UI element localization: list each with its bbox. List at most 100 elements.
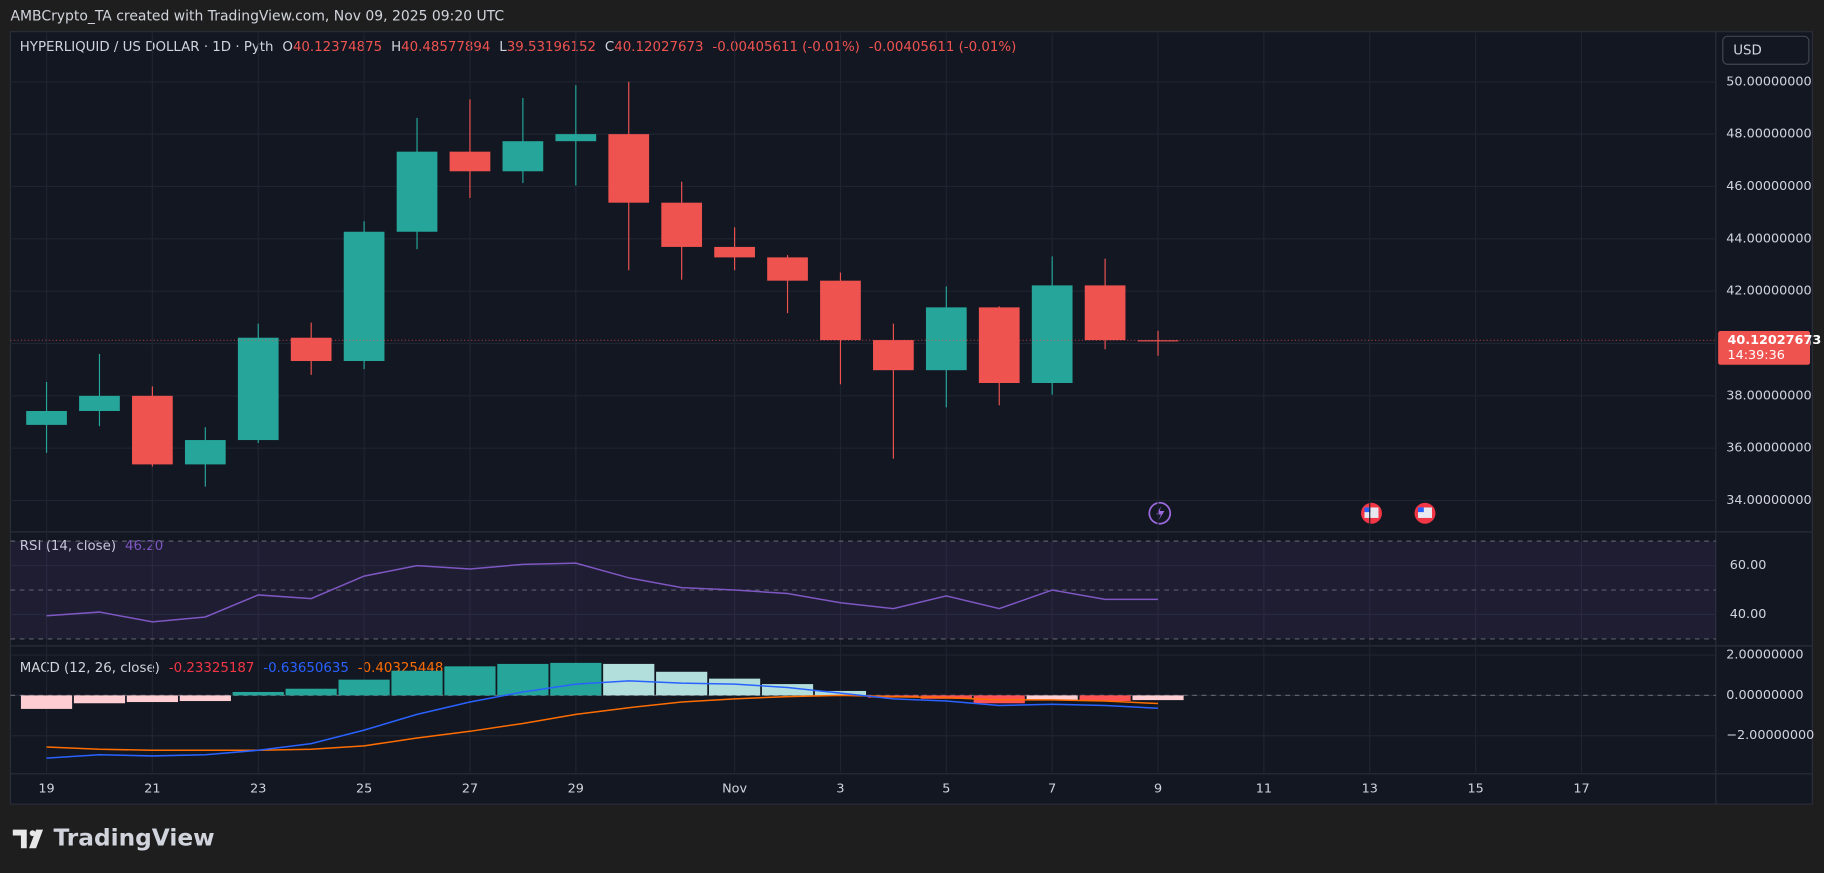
- candle-body: [343, 231, 385, 362]
- candle-body: [132, 395, 173, 465]
- candle-body: [396, 151, 438, 232]
- currency-button[interactable]: [1722, 35, 1810, 65]
- x-tick-label: 5: [942, 781, 950, 796]
- x-tick-label: 29: [568, 781, 584, 796]
- x-tick-label: 13: [1362, 781, 1378, 796]
- y-tick-label: 36.00000000: [1726, 441, 1811, 456]
- candle-body: [1031, 285, 1073, 384]
- candle-body: [978, 307, 1020, 384]
- x-tick-label: 15: [1467, 781, 1483, 796]
- ohlc-letter: H: [391, 40, 401, 55]
- histogram-bar: [1026, 695, 1078, 700]
- rsi-band: [10, 541, 1716, 639]
- macd-title: MACD (12, 26, close): [20, 661, 160, 676]
- x-tick-label: 7: [1048, 781, 1056, 796]
- histogram-bar: [497, 663, 549, 696]
- y-tick-label: 60.00: [1730, 558, 1767, 573]
- histogram-bar: [391, 670, 443, 696]
- candle-body: [290, 337, 332, 362]
- countdown-label: 14:39:36: [1727, 348, 1784, 363]
- y-tick-label: 42.00000000: [1726, 284, 1811, 299]
- y-tick-label: −2.00000000: [1726, 728, 1814, 743]
- candle-body: [26, 411, 67, 425]
- x-tick-label: 27: [462, 781, 478, 796]
- ohlc-letter: L: [499, 40, 507, 55]
- signal-line: [46, 694, 1159, 752]
- candle-body: [714, 246, 755, 258]
- flag-icon: [1364, 507, 1371, 513]
- candle-body: [661, 202, 703, 247]
- ohlc-letter: O: [282, 40, 293, 55]
- candle-body: [79, 395, 120, 412]
- y-tick-label: 38.00000000: [1726, 388, 1811, 403]
- y-tick-label: 0.00000000: [1726, 688, 1803, 703]
- histogram-bar: [444, 666, 496, 696]
- histogram-bar: [550, 662, 602, 696]
- y-tick-label: 46.00000000: [1726, 179, 1811, 194]
- histogram-bar: [285, 688, 337, 696]
- x-tick-label: 25: [356, 781, 372, 796]
- x-tick-label: 3: [836, 781, 844, 796]
- symbol-title: HYPERLIQUID / US DOLLAR · 1D · Pyth: [20, 40, 274, 55]
- histogram-bar: [126, 695, 178, 703]
- candle-body: [820, 280, 861, 341]
- histogram-bar: [1132, 695, 1184, 701]
- histogram-bar: [709, 678, 761, 696]
- rsi-title: RSI (14, close): [20, 539, 116, 554]
- y-tick-label: 34.00000000: [1726, 493, 1811, 508]
- candle-body: [608, 134, 650, 203]
- histogram-bar: [1079, 695, 1131, 702]
- rsi-line: [46, 562, 1159, 623]
- change: -0.00405611 (-0.01%): [869, 40, 1016, 55]
- y-tick-label: 44.00000000: [1726, 231, 1811, 246]
- histogram-bar: [179, 695, 231, 702]
- candle-body: [237, 337, 279, 441]
- attribution: AMBCrypto_TA created with TradingView.co…: [10, 9, 504, 25]
- macd-line: [46, 680, 1159, 759]
- ohlc-value: 40.48577894: [401, 40, 490, 55]
- ohlc-value: 39.53196152: [507, 40, 596, 55]
- x-tick-label: 9: [1154, 781, 1162, 796]
- rsi-value: 46.20: [125, 539, 163, 554]
- candle-body: [184, 440, 226, 465]
- histogram-bar: [338, 679, 390, 696]
- y-tick-label: 2.00000000: [1726, 648, 1803, 663]
- x-tick-label: 11: [1256, 781, 1272, 796]
- histogram-bar: [232, 691, 284, 696]
- change: -0.00405611 (-0.01%): [712, 40, 859, 55]
- candle-body: [1084, 285, 1126, 341]
- event-icons: [1148, 501, 1436, 525]
- logo-mark: [29, 830, 36, 837]
- candle-body: [502, 141, 544, 172]
- last-price-label: 40.12027673: [1727, 333, 1821, 348]
- chart-frame: [9, 31, 1813, 805]
- x-tick-label: 21: [144, 781, 160, 796]
- macd-legend: MACD (12, 26, close) -0.23325187 -0.6365…: [20, 661, 444, 676]
- histogram-bar: [73, 695, 126, 704]
- x-tick-label: Nov: [722, 781, 747, 796]
- lightning-icon: [1156, 506, 1165, 521]
- histogram-bar: [761, 684, 814, 696]
- candle-body: [449, 151, 491, 172]
- logo-mark: [12, 829, 44, 849]
- y-tick-label: 40.00: [1730, 607, 1767, 622]
- flag-icon: [1418, 507, 1424, 513]
- y-tick-label: 50.00000000: [1726, 74, 1811, 89]
- histogram-bar: [20, 695, 73, 709]
- last-price-tag: [1718, 331, 1811, 365]
- ohlc-value: 40.12027673: [614, 40, 703, 55]
- rsi-legend: RSI (14, close) 46.20: [20, 539, 163, 554]
- symbol-legend: HYPERLIQUID / US DOLLAR · 1D · Pyth O40.…: [20, 40, 1017, 55]
- ohlc-value: 40.12374875: [293, 40, 382, 55]
- x-tick-label: 23: [250, 781, 266, 796]
- histogram-bar: [603, 663, 655, 696]
- macd-value: -0.63650635: [263, 661, 349, 676]
- candle-body: [555, 134, 597, 142]
- x-tick-label: 17: [1573, 781, 1589, 796]
- flag-icon: [1418, 507, 1432, 518]
- candle-body: [873, 340, 914, 371]
- x-tick-label: 19: [38, 781, 54, 796]
- ohlc-letter: C: [605, 40, 614, 55]
- currency-label[interactable]: USD: [1733, 43, 1762, 58]
